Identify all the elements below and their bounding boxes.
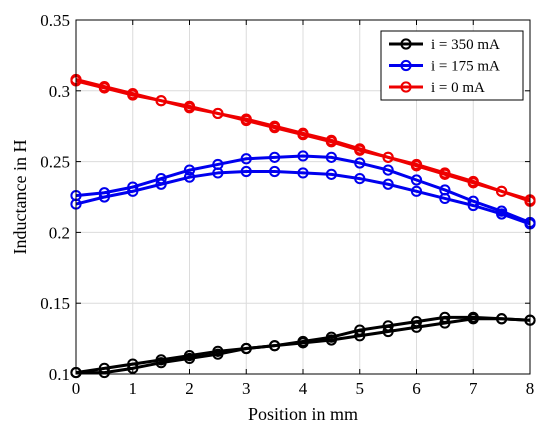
legend-entry-label: i = 350 mA <box>431 37 500 53</box>
data-point-marker <box>98 191 110 203</box>
data-point-marker <box>382 164 394 176</box>
data-point-marker <box>269 151 281 163</box>
data-point-marker <box>183 352 196 365</box>
x-tick-label: 0 <box>72 379 81 398</box>
data-point-marker <box>155 357 167 369</box>
tick-labels: 0 1 2 3 4 5 6 7 8 0.1 0.15 0.2 0.25 0.3 0.35 <box>40 11 534 398</box>
x-tick-label: 8 <box>526 379 535 398</box>
data-point-marker <box>382 325 394 338</box>
data-point-marker <box>382 178 394 190</box>
legend: i = 350 mA i = 175 mA i = 0 mA <box>380 30 524 101</box>
legend-marker-swatch <box>400 59 412 72</box>
series-line <box>75 154 531 224</box>
x-tick-label: 2 <box>185 379 194 398</box>
data-point-marker <box>325 134 337 146</box>
x-tick-label: 5 <box>356 379 365 398</box>
data-point-marker <box>354 172 366 185</box>
data-point-marker <box>155 178 167 190</box>
series-i-175-ma <box>70 150 536 230</box>
data-point-marker <box>354 157 366 169</box>
series-i-350-ma <box>70 311 536 379</box>
data-point-marker <box>467 199 479 212</box>
x-tick-label: 6 <box>412 379 421 398</box>
data-point-marker <box>240 113 252 125</box>
plot-series <box>70 73 536 379</box>
data-point-marker <box>354 143 366 155</box>
data-point-marker <box>212 348 224 360</box>
data-point-marker <box>127 88 139 100</box>
data-point-marker <box>496 313 508 325</box>
y-tick-label: 0.1 <box>49 365 70 384</box>
y-tick-label: 0.3 <box>49 82 70 101</box>
x-axis-label: Position in mm <box>248 404 358 424</box>
series-line <box>75 78 531 202</box>
data-point-marker <box>325 151 337 163</box>
y-tick-label: 0.35 <box>40 11 70 30</box>
series-line <box>76 317 531 375</box>
data-point-marker <box>269 165 281 178</box>
series-i-0-ma <box>70 73 536 207</box>
x-tick-label: 1 <box>129 379 138 398</box>
data-point-marker <box>212 167 224 179</box>
data-point-marker <box>496 208 508 220</box>
data-point-marker <box>325 334 337 346</box>
data-point-marker <box>269 120 281 132</box>
data-point-marker <box>325 168 337 180</box>
data-point-marker <box>439 317 451 329</box>
data-point-marker <box>297 150 309 162</box>
y-tick-label: 0.25 <box>40 153 70 172</box>
data-point-marker <box>382 151 394 163</box>
data-point-marker <box>410 174 423 186</box>
data-point-marker <box>439 192 451 205</box>
data-point-marker <box>183 171 196 183</box>
y-axis-label: Inductance in H <box>10 140 30 255</box>
data-point-marker <box>127 185 139 197</box>
plot-frame <box>75 19 531 375</box>
data-point-marker <box>297 167 309 179</box>
legend-marker-swatch <box>400 81 412 93</box>
data-point-marker <box>155 95 167 107</box>
data-point-marker <box>410 185 423 197</box>
y-tick-label: 0.2 <box>49 223 70 242</box>
data-point-marker <box>212 107 224 120</box>
x-tick-label: 3 <box>242 379 251 398</box>
data-point-marker <box>354 330 366 342</box>
data-point-marker <box>439 167 451 179</box>
series-line <box>75 170 531 226</box>
y-tick-label: 0.15 <box>40 294 70 313</box>
data-point-marker <box>240 342 252 355</box>
data-point-marker <box>496 185 508 197</box>
data-point-marker <box>410 321 423 333</box>
legend-entry-label: i = 175 mA <box>431 59 500 75</box>
data-point-marker <box>410 158 423 171</box>
data-point-marker <box>240 153 252 165</box>
data-point-marker <box>240 165 252 178</box>
data-point-marker <box>183 100 196 112</box>
legend-entry-label: i = 0 mA <box>431 80 485 96</box>
data-point-marker <box>183 164 196 176</box>
data-point-marker <box>467 175 479 188</box>
data-point-marker <box>297 127 309 139</box>
data-point-marker <box>98 80 110 93</box>
legend-marker-swatch <box>400 38 412 50</box>
data-point-marker <box>269 340 281 352</box>
data-point-marker <box>98 366 110 379</box>
data-point-marker <box>467 313 479 325</box>
data-point-marker <box>297 337 309 349</box>
x-tick-label: 4 <box>299 379 308 398</box>
x-tick-label: 7 <box>469 379 478 398</box>
